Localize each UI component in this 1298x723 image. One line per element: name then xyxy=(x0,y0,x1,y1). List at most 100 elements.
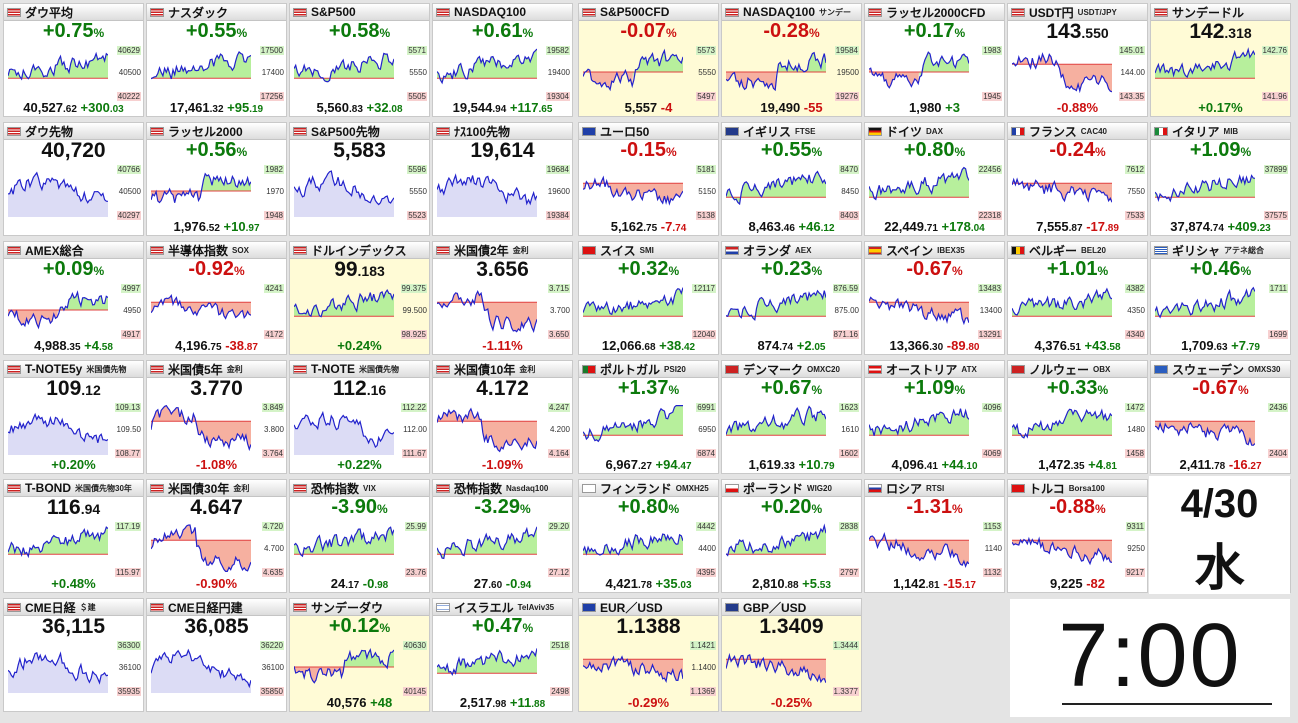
tile-header: ノルウェー OBX xyxy=(1008,361,1147,378)
axis-mid-label: 4350 xyxy=(1127,306,1145,315)
market-tile[interactable]: S&P500 +0.58% 5571 5550 5505 5,560.83 +32.08 xyxy=(289,3,430,117)
market-tile[interactable]: GBP／USD 1.3409 1.3444 1.3377 -0.25% xyxy=(721,598,862,712)
market-tile[interactable]: スウェーデン OMXS30 -0.67% 2436 2404 2,411.78 -16.2… xyxy=(1150,360,1291,474)
market-tile[interactable]: S&P500CFD -0.07% 5573 5550 5497 5,557 -4 xyxy=(578,3,719,117)
tile-name: デンマーク xyxy=(743,362,804,377)
tile-footer: 4,421.78 +35.03 xyxy=(581,576,716,591)
tile-main-value: -0.15% xyxy=(579,139,718,162)
tile-main-value: 36,085 xyxy=(147,615,286,639)
main-value-number: 143 xyxy=(1046,20,1082,43)
change-integer: -0.25% xyxy=(770,695,813,710)
market-tile[interactable]: フィンランド OMXH25 +0.80% 4442 4400 4395 4,421.78 +… xyxy=(578,479,719,593)
change-integer: -16 xyxy=(1228,457,1248,472)
flag-icon xyxy=(1011,483,1025,493)
market-tile[interactable]: EUR／USD 1.1388 1.1421 1.1400 1.1369 -0.29% xyxy=(578,598,719,712)
tile-subname: OBX xyxy=(1093,364,1111,374)
tile-footer: 1,709.63 +7.79 xyxy=(1153,338,1288,353)
clock-panel: 7:00 xyxy=(1010,599,1290,717)
market-tile[interactable]: サンデードル 142.318 142.76 141.96 +0.17% xyxy=(1150,3,1291,117)
market-tile[interactable]: イタリア MIB +1.09% 37899 37575 37,874.74 +409.23 xyxy=(1150,122,1291,236)
percent-unit: % xyxy=(233,264,245,278)
market-tile[interactable]: ドイツ DAX +0.80% 22456 22318 22,449.71 +178.04 xyxy=(864,122,1005,236)
market-tile[interactable]: デンマーク OMXC20 +0.67% 1623 1610 1602 1,619.33 +1… xyxy=(721,360,862,474)
market-tile[interactable]: ポーランド WIG20 +0.20% 2838 2797 2,810.88 +5.53 xyxy=(721,479,862,593)
market-tile[interactable]: NASDAQ100 +0.61% 19582 19400 19304 19,544.94 … xyxy=(432,3,573,117)
main-value-number: +0.33 xyxy=(1046,377,1098,399)
market-tile[interactable]: 米国債2年 金利 3.656 3.715 3.700 3.650 -1.11% xyxy=(432,241,573,355)
tile-main-value: +0.75% xyxy=(4,20,143,43)
market-tile[interactable]: USDT円 USDT/JPY 143.550 145.01 144.00 143.35 -0… xyxy=(1007,3,1148,117)
intraday-chart xyxy=(869,531,969,569)
market-tile[interactable]: スイス SMI +0.32% 12117 12040 12,066.68 +38.42 xyxy=(578,241,719,355)
axis-high-label: 5571 xyxy=(407,46,427,55)
market-tile[interactable]: 米国債30年 金利 4.647 4.720 4.700 4.635 -0.90% xyxy=(146,479,287,593)
market-tile[interactable]: 恐怖指数 Nasdaq100 -3.29% 29.20 27.12 27.60 -0.94 xyxy=(432,479,573,593)
axis-mid-label: 19400 xyxy=(547,68,570,77)
market-tile[interactable]: トルコ Borsa100 -0.88% 9311 9250 9217 9,225 -82 xyxy=(1007,479,1148,593)
main-value-number: 1.1388 xyxy=(616,615,681,638)
market-tile[interactable]: 米国債5年 金利 3.770 3.849 3.800 3.764 -1.08% xyxy=(146,360,287,474)
market-tile[interactable]: ベルギー BEL20 +1.01% 4382 4350 4340 4,376.51 +43.… xyxy=(1007,241,1148,355)
change-integer: +0.48% xyxy=(51,576,96,591)
market-tile[interactable]: 米国債10年 金利 4.172 4.247 4.200 4.164 -1.09% xyxy=(432,360,573,474)
market-tile[interactable]: T-BOND 米国債先物30年 116.94 117.19 115.97 +0.48% xyxy=(3,479,144,593)
market-tile[interactable]: ドルインデックス 99.183 99.375 99.500 98.925 +0.24% xyxy=(289,241,430,355)
price-integer: 40,576 xyxy=(326,695,367,710)
axis-high-label: 40629 xyxy=(116,46,141,55)
tile-main-value: 99.183 xyxy=(290,258,429,282)
tile-subname: ATX xyxy=(961,364,977,374)
chart-area xyxy=(583,656,683,682)
market-tile[interactable]: S&P500先物 5,583 5596 5550 5523 xyxy=(289,122,430,236)
tile-footer: 12,066.68 +38.42 xyxy=(581,338,716,353)
intraday-chart xyxy=(583,175,683,206)
market-tile[interactable]: T-NOTE5y 米国債先物 109.12 109.13 109.50 108.77 +0.… xyxy=(3,360,144,474)
market-tile[interactable]: T-NOTE 米国債先物 112.16 112.22 112.00 111.67 +0.22… xyxy=(289,360,430,474)
market-tile[interactable]: オランダ AEX +0.23% 876.59 875.00 871.16 874.74 +2… xyxy=(721,241,862,355)
tile-footer: 40,576 +48 xyxy=(292,695,427,710)
change-decimal: .87 xyxy=(243,342,258,353)
percent-unit: % xyxy=(665,145,677,159)
chart-area xyxy=(1012,54,1112,92)
tile-main-value: +1.01% xyxy=(1008,258,1147,281)
market-tile[interactable]: ラッセル2000CFD +0.17% 1983 1945 1,980 +3 xyxy=(864,3,1005,117)
tile-main-value: -0.67% xyxy=(865,258,1004,281)
market-tile[interactable]: 恐怖指数 VIX -3.90% 25.99 23.76 24.17 -0.98 xyxy=(289,479,430,593)
market-tile[interactable]: ダウ先物 40,720 40766 40500 40297 xyxy=(3,122,144,236)
market-tile[interactable]: イギリス FTSE +0.55% 8470 8450 8403 8,463.46 +46.1… xyxy=(721,122,862,236)
price-integer: 1,142 xyxy=(893,576,926,591)
market-tile[interactable]: ﾅｽ100先物 19,614 19684 19600 19384 xyxy=(432,122,573,236)
market-tile[interactable]: ノルウェー OBX +0.33% 1472 1480 1458 1,472.35 +4.81 xyxy=(1007,360,1148,474)
change-integer: -7 xyxy=(660,219,673,234)
market-tile[interactable]: CME日経円建 36,085 36220 36100 35850 xyxy=(146,598,287,712)
chart-area xyxy=(1012,289,1112,317)
market-tile[interactable]: ロシア RTSI -1.31% 1153 1140 1132 1,142.81 -15.17 xyxy=(864,479,1005,593)
tile-footer: 7,555.87 -17.89 xyxy=(1010,219,1145,234)
market-tile[interactable]: ポルトガル PSI20 +1.37% 6991 6950 6874 6,967.27 +94… xyxy=(578,360,719,474)
market-tile[interactable]: AMEX総合 +0.09% 4997 4950 4917 4,988.35 +4.58 xyxy=(3,241,144,355)
chart-price-line xyxy=(1155,421,1255,446)
market-tile[interactable]: NASDAQ100 サンデー -0.28% 19584 19500 19276 19,490… xyxy=(721,3,862,117)
chart-area xyxy=(726,171,826,204)
market-tile[interactable]: CME日経 ＄建 36,115 36300 36100 35935 xyxy=(3,598,144,712)
chart-price-line xyxy=(437,526,537,560)
price-integer: 7,555 xyxy=(1036,219,1069,234)
market-tile[interactable]: 半導体指数 SOX -0.92% 4241 4172 4,196.75 -38.87 xyxy=(146,241,287,355)
market-tile[interactable]: サンデーダウ +0.12% 40630 40145 40,576 +48 xyxy=(289,598,430,712)
market-tile[interactable]: スペイン IBEX35 -0.67% 13483 13400 13291 13,366.30… xyxy=(864,241,1005,355)
change-value: -16.27 xyxy=(1229,457,1262,472)
chart-price-line xyxy=(8,412,108,443)
flag-icon xyxy=(150,126,164,136)
market-tile[interactable]: ラッセル2000 +0.56% 1982 1970 1948 1,976.52 +10.9… xyxy=(146,122,287,236)
market-tile[interactable]: ギリシャ アテネ総合 +0.46% 1711 1699 1,709.63 +7.79 xyxy=(1150,241,1291,355)
market-tile[interactable]: ダウ平均 +0.75% 40629 40500 40222 40,527.62 +300.… xyxy=(3,3,144,117)
tile-header: NASDAQ100 サンデー xyxy=(722,4,861,21)
tile-name: T-NOTE5y xyxy=(25,362,83,376)
main-value-number: +0.80 xyxy=(903,139,955,161)
change-value: -82 xyxy=(1086,576,1105,591)
market-tile[interactable]: ナスダック +0.55% 17500 17400 17256 17,461.32 +95.… xyxy=(146,3,287,117)
market-tile[interactable]: イスラエル TelAviv35 +0.47% 2518 2498 2,517.98 +11… xyxy=(432,598,573,712)
market-tile[interactable]: ユーロ50 -0.15% 5181 5150 5138 5,162.75 -7.74 xyxy=(578,122,719,236)
chart-price-line xyxy=(1155,173,1255,203)
market-tile[interactable]: オーストリア ATX +1.09% 4096 4069 4,096.41 +44.10 xyxy=(864,360,1005,474)
market-tile[interactable]: フランス CAC40 -0.24% 7612 7550 7533 7,555.87 -17.… xyxy=(1007,122,1148,236)
